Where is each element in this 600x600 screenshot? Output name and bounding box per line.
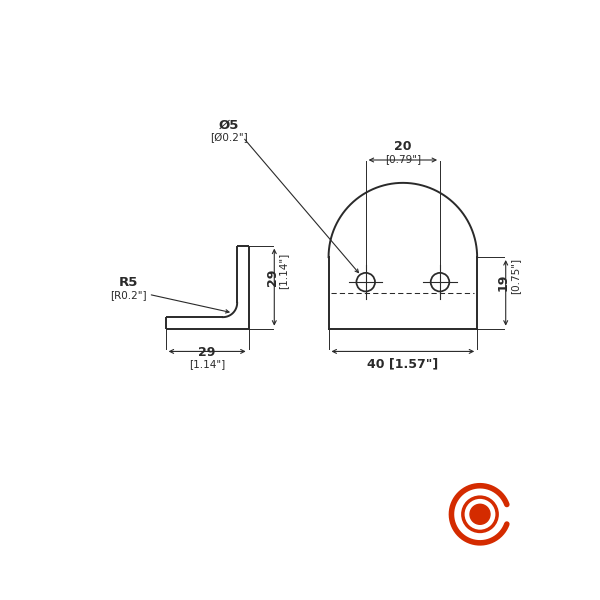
Text: [1.14"]: [1.14"] bbox=[189, 359, 225, 370]
Text: [1.14"]: [1.14"] bbox=[278, 253, 289, 289]
Text: [0.75"]: [0.75"] bbox=[510, 258, 520, 294]
Text: 20: 20 bbox=[394, 140, 412, 153]
Text: [R0.2"]: [R0.2"] bbox=[110, 290, 147, 300]
Text: 19: 19 bbox=[497, 274, 510, 292]
Text: 40 [1.57"]: 40 [1.57"] bbox=[367, 358, 439, 371]
Circle shape bbox=[470, 504, 490, 524]
Text: R5: R5 bbox=[119, 275, 138, 289]
Text: 29: 29 bbox=[266, 268, 278, 286]
Text: [0.79"]: [0.79"] bbox=[385, 154, 421, 164]
Text: [Ø0.2"]: [Ø0.2"] bbox=[209, 133, 247, 143]
Text: Ø5: Ø5 bbox=[218, 118, 239, 131]
Text: 29: 29 bbox=[199, 346, 216, 359]
